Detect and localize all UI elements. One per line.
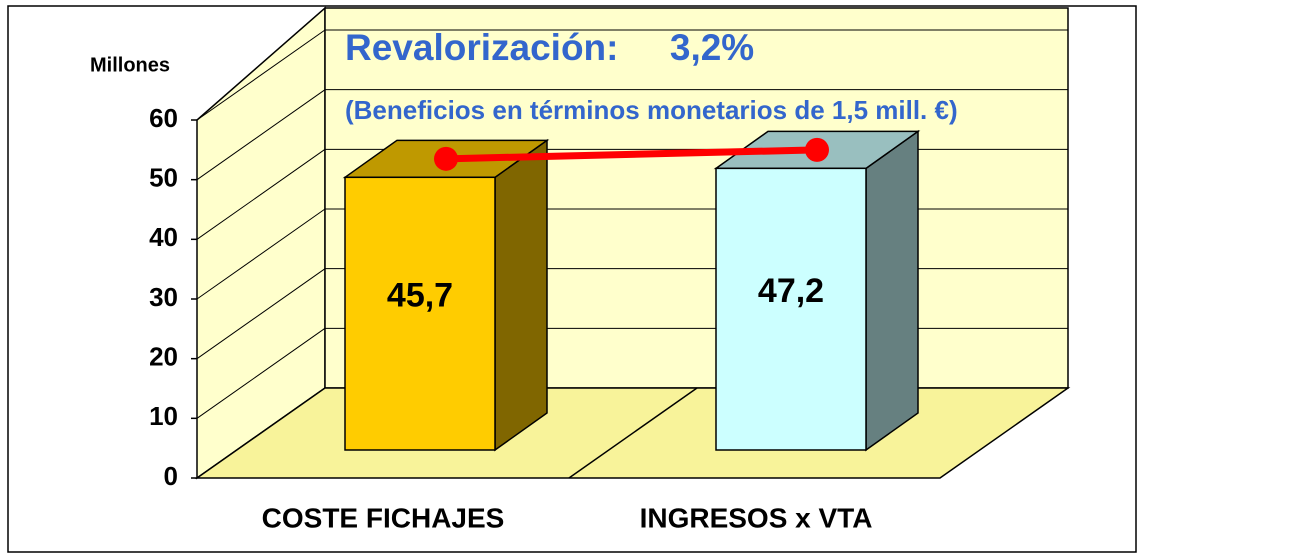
chart-frame [7,5,1137,553]
y-tick-label: 40 [149,222,178,252]
trend-point [805,137,829,162]
trend-point [434,146,458,171]
floor-divider [568,387,698,479]
grid-line [196,208,326,300]
grid-line [196,268,326,360]
trend-line [445,146,818,163]
grid-line [196,327,326,419]
y-tick-label: 0 [164,461,178,491]
chart-subtitle: (Beneficios en términos monetarios de 1,… [345,95,958,125]
walls [194,6,1071,480]
value-label: 45,7 [387,277,453,315]
y-tick-label: 20 [149,342,178,372]
bar-side [494,138,548,452]
value-label: 47,2 [758,272,824,310]
grid-line [196,29,326,121]
bar-side [865,129,919,452]
x-tick-label: COSTE FICHAJES [262,502,505,533]
x-tick-label: INGRESOS x VTA [640,502,873,533]
bar [344,176,496,451]
y-tick-label: 30 [149,282,178,312]
grid-line [196,148,326,240]
y-tick-label: 60 [149,103,178,133]
y-tick-label: 50 [149,163,178,193]
y-axis-label: Millones [90,54,170,76]
grid-line [196,89,326,181]
bar [715,167,867,451]
chart-title: Revalorización: 3,2% [345,27,754,68]
y-tick-label: 10 [149,401,178,431]
